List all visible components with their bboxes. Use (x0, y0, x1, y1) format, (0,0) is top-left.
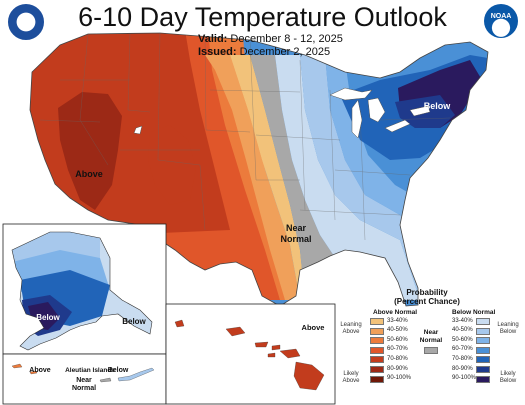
noaa-logo-icon: NOAA (484, 4, 518, 38)
legend-near-l1: Near (423, 329, 439, 336)
legend-below-range-0: 33-40% (452, 317, 473, 324)
legend-below-range-5: 80-90% (452, 365, 473, 372)
legend-above-range-0: 33-40% (387, 317, 408, 324)
noaa-logo-text: NOAA (490, 13, 512, 20)
page-title: 6-10 Day Temperature Outlook (78, 2, 447, 32)
likely-below-l1: Likely (500, 371, 516, 377)
leaning-below-l2: Below (499, 329, 517, 335)
likely-above-l2: Above (342, 378, 360, 384)
legend-below-range-4: 70-80% (452, 355, 473, 362)
label-aleutian-near: Near Normal (72, 377, 96, 392)
legend-above-swatch-0 (370, 318, 384, 325)
alaska-inset (2, 223, 167, 355)
legend-above-range-5: 80-90% (387, 365, 408, 372)
issued-label: Issued: (198, 46, 237, 58)
legend-above-swatch-2 (370, 337, 384, 345)
label-alaska-below-se: Below (122, 317, 146, 326)
legend-above-range-4: 70-80% (387, 355, 408, 362)
aleutian-inset (2, 353, 167, 405)
legend-above-swatch-6 (370, 375, 384, 383)
legend-title-l2: (Percent Chance) (394, 297, 460, 306)
issued-line: Issued: December 2, 2025 (198, 46, 330, 58)
hawaii-inset (165, 303, 336, 405)
leaning-above-l2: Above (342, 329, 360, 335)
legend-title: Probability (Percent Chance) (372, 288, 482, 306)
label-near-normal-l2: Normal (280, 234, 311, 244)
legend-near-header: Near Normal (419, 329, 443, 345)
legend-above-swatch-5 (370, 366, 384, 373)
legend-below-swatch-0 (476, 318, 490, 325)
legend-above-header: Above Normal (373, 309, 418, 316)
label-aleutian-near-l1: Near (76, 377, 92, 384)
legend-title-l1: Probability (406, 288, 448, 297)
label-aleutian-below: Below (108, 367, 129, 374)
label-near-normal-l1: Near (286, 223, 307, 233)
label-aleutian-above: Above (29, 367, 51, 374)
legend-likely-below: Likely Below (492, 371, 524, 385)
legend-near-swatch (424, 347, 438, 354)
likely-below-l2: Below (499, 378, 517, 384)
legend-below-swatch-6 (476, 375, 490, 383)
likely-above-l1: Likely (343, 371, 359, 377)
valid-line: Valid: December 8 - 12, 2025 (198, 33, 343, 45)
issued-value: December 2, 2025 (239, 46, 331, 58)
valid-value: December 8 - 12, 2025 (230, 33, 343, 45)
legend-below-range-6: 90-100% (452, 375, 477, 382)
leaning-below-l1: Leaning (497, 322, 519, 328)
legend-below-swatch-2 (476, 337, 490, 345)
legend-below-swatch-1 (476, 327, 490, 335)
legend-above-range-6: 90-100% (387, 375, 412, 382)
label-near-normal: Near Normal (280, 223, 311, 244)
label-hawaii-above: Above (302, 323, 325, 332)
label-aleutian-near-l2: Normal (72, 385, 96, 392)
doc-seal-icon (8, 4, 44, 40)
label-aleutian-title: Aleutian Islands (65, 367, 115, 374)
legend-above-swatch-1 (370, 327, 384, 335)
legend-below-range-1: 40-50% (452, 327, 473, 334)
legend-leaning-above: Leaning Above (336, 322, 366, 336)
legend-below-swatch-5 (476, 366, 490, 373)
label-below-northeast: Below (424, 101, 452, 111)
legend-below-swatch-3 (476, 346, 490, 354)
legend-leaning-below: Leaning Below (492, 322, 524, 336)
legend-above-swatch-4 (370, 356, 384, 364)
label-alaska-below-sw: Below (36, 313, 60, 322)
legend-above-range-2: 50-60% (387, 336, 408, 343)
state-borders (39, 32, 451, 241)
legend-above-range-1: 40-50% (387, 327, 408, 334)
legend-below-header: Below Normal (452, 309, 496, 316)
legend-below-range-3: 60-70% (452, 346, 473, 353)
leaning-above-l1: Leaning (340, 322, 362, 328)
legend-near-l2: Normal (419, 337, 443, 344)
label-above-west: Above (75, 169, 103, 179)
legend-below-range-2: 50-60% (452, 336, 473, 343)
valid-label: Valid: (198, 33, 228, 45)
legend-likely-above: Likely Above (336, 371, 366, 385)
legend-above-swatch-3 (370, 346, 384, 354)
legend-above-range-3: 60-70% (387, 346, 408, 353)
legend-below-swatch-4 (476, 356, 490, 364)
great-lakes (133, 87, 431, 139)
